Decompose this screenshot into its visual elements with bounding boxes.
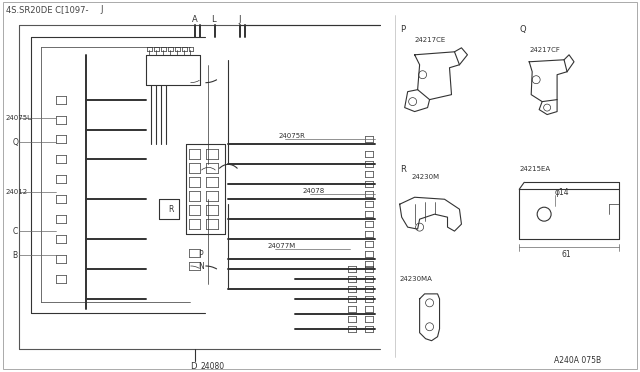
Text: 24230MA: 24230MA (400, 276, 433, 282)
Text: J: J (238, 15, 241, 25)
Text: R: R (400, 165, 406, 174)
Text: 24217CF: 24217CF (529, 47, 560, 53)
Text: J: J (101, 6, 103, 15)
Text: 24230M: 24230M (412, 174, 440, 180)
Text: 24012: 24012 (5, 189, 28, 195)
Text: 24215EA: 24215EA (519, 166, 550, 172)
Text: L: L (211, 15, 216, 25)
Text: 24077M: 24077M (268, 243, 296, 249)
Text: 24078: 24078 (302, 188, 324, 194)
Text: 24075U: 24075U (5, 115, 33, 121)
Text: 4S.SR20DE C[1097-: 4S.SR20DE C[1097- (6, 6, 89, 15)
Text: A: A (191, 15, 197, 25)
Text: 24217CE: 24217CE (415, 37, 446, 43)
Text: C: C (12, 227, 17, 235)
Text: P: P (198, 250, 203, 259)
Text: A240A 075B: A240A 075B (554, 356, 601, 365)
Text: B: B (12, 250, 17, 260)
Text: 61: 61 (561, 250, 571, 259)
Text: 24075R: 24075R (278, 134, 305, 140)
Text: φ14: φ14 (555, 188, 570, 197)
Text: D: D (191, 362, 197, 371)
Text: P: P (400, 25, 405, 34)
Text: N: N (198, 263, 204, 272)
Text: Q: Q (519, 25, 526, 34)
Text: Q: Q (12, 138, 18, 147)
Text: 24080: 24080 (200, 362, 225, 371)
Text: R: R (168, 205, 174, 214)
